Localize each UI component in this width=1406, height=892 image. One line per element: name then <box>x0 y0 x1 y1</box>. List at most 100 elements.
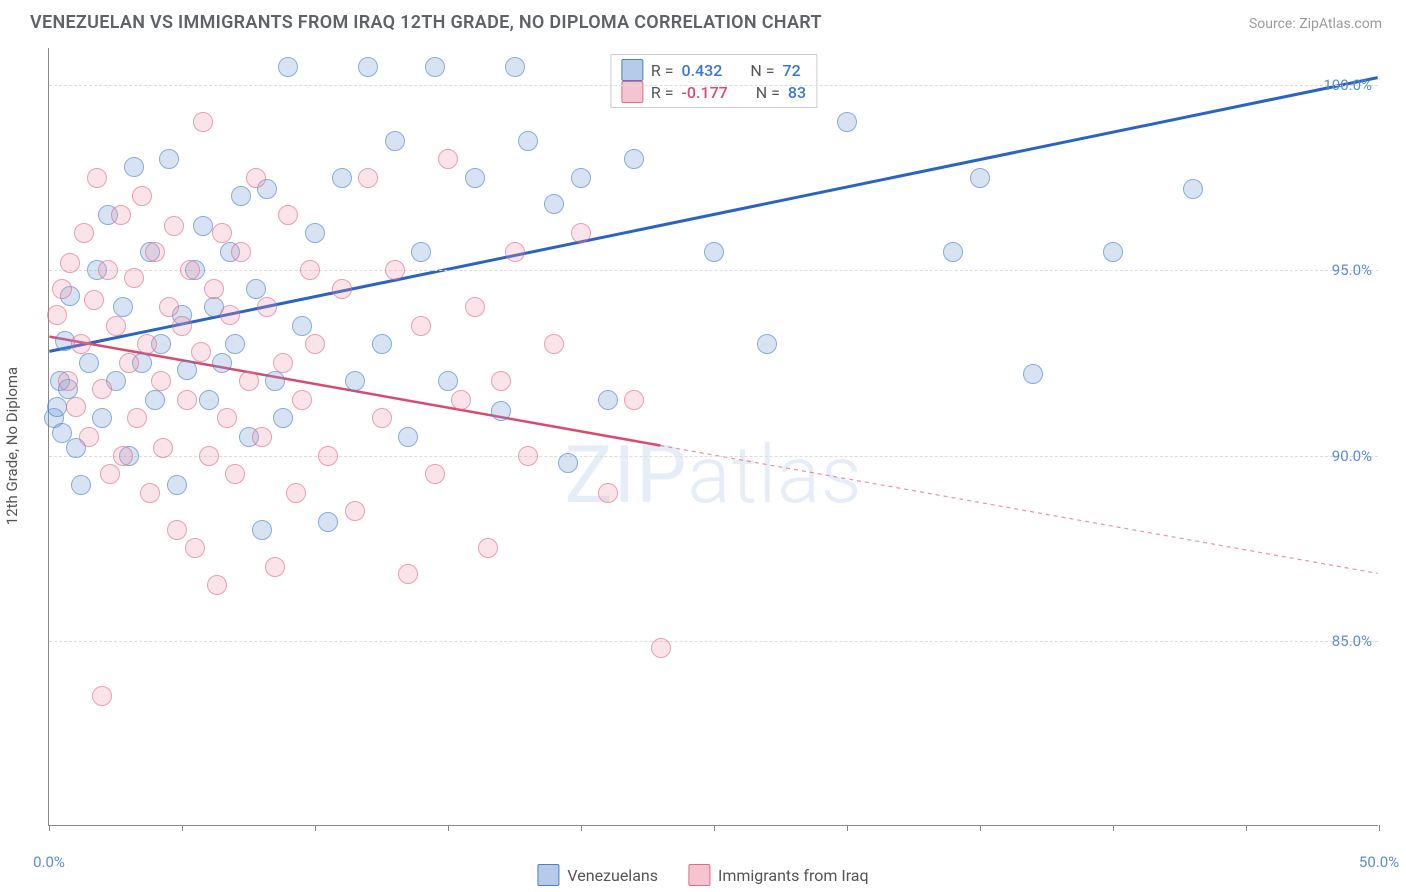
data-point <box>1183 179 1203 199</box>
x-tick <box>315 825 316 831</box>
data-point <box>278 205 298 225</box>
data-point <box>252 520 272 540</box>
data-point <box>305 223 325 243</box>
data-point <box>47 397 67 417</box>
legend-label: Immigrants from Iraq <box>718 866 869 885</box>
data-point <box>970 168 990 188</box>
data-point <box>505 242 525 262</box>
data-point <box>273 353 293 373</box>
data-point <box>79 353 99 373</box>
data-point <box>207 575 227 595</box>
data-point <box>571 168 591 188</box>
data-point <box>651 638 671 658</box>
data-point <box>332 279 352 299</box>
data-point <box>185 538 205 558</box>
data-point <box>300 260 320 280</box>
grid-line <box>49 270 1378 271</box>
data-point <box>204 279 224 299</box>
data-point <box>491 401 511 421</box>
data-point <box>425 464 445 484</box>
data-point <box>151 371 171 391</box>
x-tick <box>1379 825 1380 831</box>
data-point <box>398 427 418 447</box>
grid-line <box>49 85 1378 86</box>
data-point <box>172 316 192 336</box>
data-point <box>119 353 139 373</box>
r-value: 0.432 <box>681 61 722 80</box>
data-point <box>145 390 165 410</box>
data-point <box>246 168 266 188</box>
data-point <box>132 186 152 206</box>
data-point <box>124 268 144 288</box>
data-point <box>92 686 112 706</box>
data-point <box>398 564 418 584</box>
x-tick <box>980 825 981 831</box>
data-point <box>438 371 458 391</box>
data-point <box>212 353 232 373</box>
n-value: 72 <box>782 61 800 80</box>
data-point <box>60 253 80 273</box>
grid-line <box>49 456 1378 457</box>
plot-area: ZIPatlas R = 0.432 N = 72 R = -0.177 N =… <box>48 48 1378 826</box>
x-tick-label: 0.0% <box>33 853 65 871</box>
data-point <box>220 305 240 325</box>
data-point <box>1103 242 1123 262</box>
data-point <box>385 260 405 280</box>
data-point <box>225 334 245 354</box>
data-point <box>257 297 277 317</box>
data-point <box>92 379 112 399</box>
data-point <box>193 216 213 236</box>
data-point <box>372 408 392 428</box>
data-point <box>451 390 471 410</box>
data-point <box>58 371 78 391</box>
data-point <box>278 57 298 77</box>
data-point <box>167 520 187 540</box>
data-point <box>52 279 72 299</box>
x-tick <box>847 825 848 831</box>
x-tick <box>714 825 715 831</box>
data-point <box>193 112 213 132</box>
data-point <box>598 390 618 410</box>
data-point <box>292 390 312 410</box>
data-point <box>113 446 133 466</box>
data-point <box>199 446 219 466</box>
r-label: R = <box>651 61 674 80</box>
data-point <box>66 397 86 417</box>
legend-item-venezuelans: Venezuelans <box>537 864 658 886</box>
data-point <box>358 57 378 77</box>
data-point <box>837 112 857 132</box>
data-point <box>345 501 365 521</box>
data-point <box>231 242 251 262</box>
data-point <box>164 216 184 236</box>
data-point <box>217 408 237 428</box>
data-point <box>518 131 538 151</box>
data-point <box>74 223 94 243</box>
legend-item-iraq: Immigrants from Iraq <box>688 864 869 886</box>
data-point <box>177 360 197 380</box>
data-point <box>292 316 312 336</box>
data-point <box>318 512 338 532</box>
data-point <box>111 205 131 225</box>
data-point <box>438 149 458 169</box>
data-point <box>153 438 173 458</box>
stats-row-blue: R = 0.432 N = 72 <box>621 59 806 81</box>
data-point <box>598 483 618 503</box>
legend-label: Venezuelans <box>567 866 658 885</box>
data-point <box>332 168 352 188</box>
data-point <box>239 371 259 391</box>
data-point <box>571 223 591 243</box>
data-point <box>113 297 133 317</box>
data-point <box>544 194 564 214</box>
y-tick-label: 85.0% <box>1332 632 1372 650</box>
source-label: Source: ZipAtlas.com <box>1249 16 1382 32</box>
data-point <box>265 371 285 391</box>
data-point <box>180 260 200 280</box>
data-point <box>252 427 272 447</box>
y-tick-label: 95.0% <box>1332 261 1372 279</box>
data-point <box>145 242 165 262</box>
data-point <box>273 408 293 428</box>
data-point <box>518 446 538 466</box>
data-point <box>100 464 120 484</box>
data-point <box>177 390 197 410</box>
data-point <box>624 149 644 169</box>
